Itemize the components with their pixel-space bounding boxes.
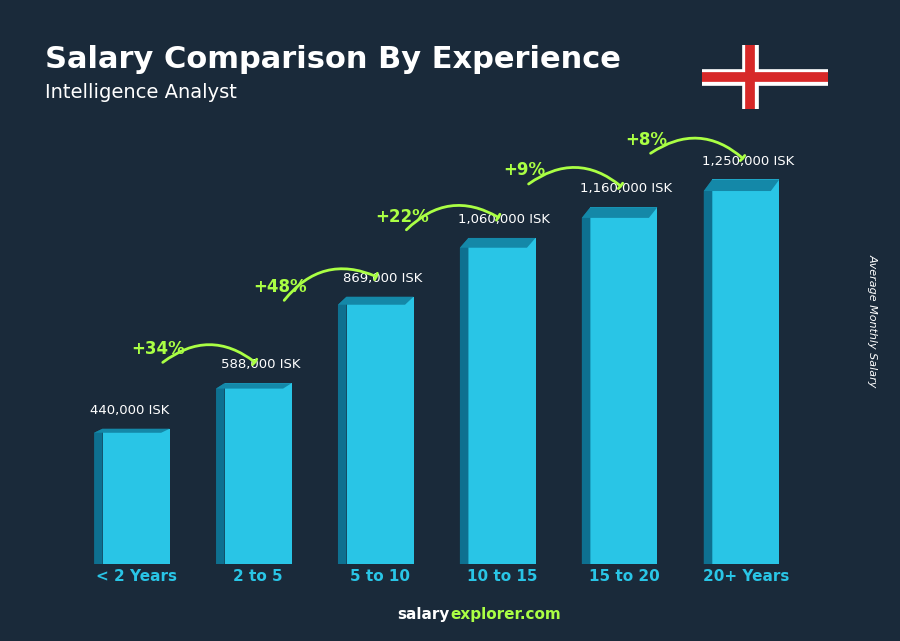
Polygon shape xyxy=(338,297,346,564)
Polygon shape xyxy=(704,179,779,191)
Text: explorer.com: explorer.com xyxy=(450,607,561,622)
Text: salary: salary xyxy=(398,607,450,622)
Polygon shape xyxy=(460,238,536,247)
Polygon shape xyxy=(581,207,590,564)
FancyBboxPatch shape xyxy=(468,238,536,564)
Text: +34%: +34% xyxy=(131,340,185,358)
Polygon shape xyxy=(216,383,292,388)
Polygon shape xyxy=(94,429,170,433)
Text: Intelligence Analyst: Intelligence Analyst xyxy=(45,83,237,103)
FancyBboxPatch shape xyxy=(712,179,779,564)
FancyBboxPatch shape xyxy=(225,383,292,564)
Text: 440,000 ISK: 440,000 ISK xyxy=(90,404,170,417)
Polygon shape xyxy=(338,297,414,304)
Text: +48%: +48% xyxy=(253,278,307,296)
Polygon shape xyxy=(460,238,468,564)
Polygon shape xyxy=(704,179,712,564)
FancyBboxPatch shape xyxy=(590,207,657,564)
Polygon shape xyxy=(94,429,103,564)
FancyBboxPatch shape xyxy=(103,429,170,564)
Text: +9%: +9% xyxy=(503,162,545,179)
Text: 1,250,000 ISK: 1,250,000 ISK xyxy=(702,154,795,168)
Text: Average Monthly Salary: Average Monthly Salary xyxy=(868,254,878,387)
Text: 1,160,000 ISK: 1,160,000 ISK xyxy=(580,183,672,196)
Text: +8%: +8% xyxy=(625,131,667,149)
Text: 1,060,000 ISK: 1,060,000 ISK xyxy=(458,213,551,226)
Text: Salary Comparison By Experience: Salary Comparison By Experience xyxy=(45,45,621,74)
Text: 588,000 ISK: 588,000 ISK xyxy=(220,358,301,372)
Text: 869,000 ISK: 869,000 ISK xyxy=(343,272,422,285)
Polygon shape xyxy=(216,383,225,564)
FancyBboxPatch shape xyxy=(346,297,414,564)
Text: +22%: +22% xyxy=(375,208,429,226)
Polygon shape xyxy=(581,207,657,218)
